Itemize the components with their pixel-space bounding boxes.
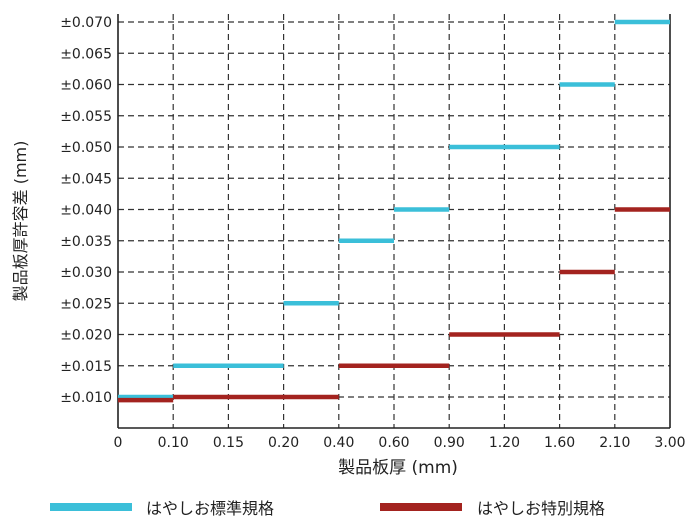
legend-swatch-standard: [50, 503, 132, 511]
y-tick-label: ±0.070: [60, 15, 112, 31]
x-tick-label: 0: [114, 435, 123, 451]
x-tick-label: 0.15: [213, 435, 244, 451]
x-tick-label: 0.10: [158, 435, 189, 451]
legend-label-special: はやしお特別規格: [477, 499, 605, 518]
y-tick-label: ±0.055: [60, 109, 112, 125]
x-tick-labels: 0 0.10 0.15 0.20 0.40 0.60 0.90 1.20 1.60 2.10 3.0…: [114, 435, 686, 451]
x-tick-label: 0.40: [323, 435, 354, 451]
x-tick-label: 0.60: [378, 435, 409, 451]
legend-swatch-special: [380, 503, 462, 511]
series-layer: [118, 19, 670, 403]
y-tick-label: ±0.035: [60, 234, 112, 250]
x-axis-label: 製品板厚 (mm): [338, 458, 458, 478]
x-tick-label: 1.20: [489, 435, 520, 451]
x-tick-label: 2.10: [599, 435, 630, 451]
legend: はやしお標準規格 はやしお特別規格: [50, 499, 605, 518]
plot-frame: [117, 14, 671, 429]
y-tick-label: ±0.050: [60, 140, 112, 156]
y-tick-labels: ±0.010 ±0.015 ±0.020 ±0.025 ±0.030 ±0.035 ±0.0…: [60, 15, 112, 406]
y-tick-label: ±0.045: [60, 171, 112, 187]
y-tick-label: ±0.065: [60, 46, 112, 62]
x-tick-label: 3.00: [654, 435, 685, 451]
legend-label-standard: はやしお標準規格: [146, 499, 274, 518]
y-axis-label: 製品板厚許容差 (mm): [11, 141, 30, 302]
y-tick-label: ±0.025: [60, 296, 112, 312]
x-tick-label: 0.90: [434, 435, 465, 451]
y-tick-label: ±0.020: [60, 328, 112, 344]
y-tick-label: ±0.040: [60, 203, 112, 219]
y-tick-label: ±0.015: [60, 359, 112, 375]
x-tick-label: 0.20: [268, 435, 299, 451]
x-tick-label: 1.60: [544, 435, 575, 451]
y-tick-label: ±0.060: [60, 78, 112, 94]
y-tick-label: ±0.010: [60, 390, 112, 406]
y-tick-label: ±0.030: [60, 265, 112, 281]
